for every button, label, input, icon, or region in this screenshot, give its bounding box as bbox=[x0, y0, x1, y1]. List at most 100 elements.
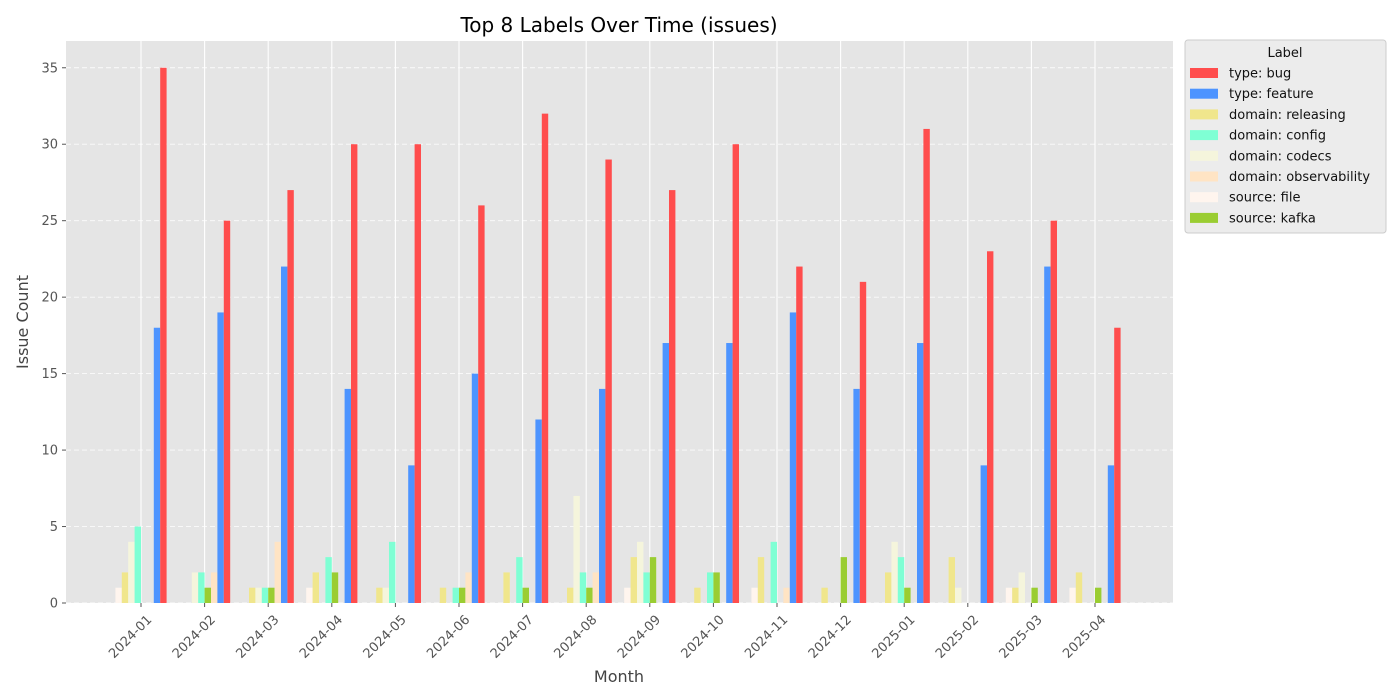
bar-domain-config-2024-08 bbox=[579, 572, 587, 603]
bar-type-bug-2025-01 bbox=[923, 128, 930, 603]
bar-source-kafka-2024-12 bbox=[840, 557, 847, 603]
bar-type-feature-2024-07 bbox=[535, 419, 542, 603]
bar-type-feature-2025-02 bbox=[980, 465, 987, 603]
legend-items: type: bug type: feature domain: releasing d… bbox=[1190, 67, 1370, 226]
bar-domain-releasing-2025-03 bbox=[1012, 587, 1019, 603]
bar-type-feature-2024-05 bbox=[408, 465, 415, 603]
x-tick-label-11: 2024-12 bbox=[806, 613, 855, 662]
bar-type-feature-2024-09 bbox=[662, 343, 669, 603]
bar-type-bug-2024-08 bbox=[605, 159, 612, 603]
bar-type-bug-2024-10 bbox=[732, 144, 739, 603]
bar-source-kafka-2024-06 bbox=[459, 587, 466, 603]
bar-source-kafka-2025-04 bbox=[1095, 587, 1102, 603]
x-axis: 2024-01 2024-02 2024-03 2024-04 2024-05 2024-… bbox=[106, 603, 1109, 662]
bar-source-file-2024-09 bbox=[624, 587, 631, 603]
bar-domain-config-2024-05 bbox=[389, 541, 396, 603]
x-tick-label-0: 2024-01 bbox=[106, 613, 155, 662]
bar-domain-releasing-2024-06 bbox=[439, 587, 447, 603]
bar-type-feature-2024-04 bbox=[344, 388, 351, 603]
legend-box bbox=[1184, 39, 1387, 234]
x-tick-label-1: 2024-02 bbox=[170, 613, 219, 662]
bar-domain-codecs-2024-01 bbox=[128, 541, 135, 603]
bar-domain-codecs-2024-09 bbox=[637, 541, 644, 603]
y-tick-label-1: 5 bbox=[50, 520, 58, 535]
bar-domain-config-2024-04 bbox=[325, 557, 332, 603]
legend-label-3: domain: config bbox=[1229, 129, 1326, 144]
bar-domain-observability-2024-06 bbox=[465, 572, 472, 603]
bar-type-bug-2024-03 bbox=[287, 190, 294, 603]
bar-type-feature-2025-03 bbox=[1044, 266, 1051, 603]
bar-type-feature-2024-08 bbox=[599, 388, 606, 603]
y-axis-label: Issue Count bbox=[13, 275, 32, 369]
bar-source-kafka-2024-10 bbox=[713, 572, 720, 603]
bar-source-kafka-2024-02 bbox=[204, 587, 211, 603]
legend-label-1: type: feature bbox=[1229, 87, 1314, 102]
bar-type-bug-2024-09 bbox=[669, 190, 676, 603]
x-tick-label-7: 2024-08 bbox=[551, 613, 600, 662]
y-tick-label-6: 30 bbox=[41, 138, 58, 153]
bar-type-feature-2024-12 bbox=[853, 388, 860, 603]
bar-domain-observability-2024-02 bbox=[211, 572, 218, 603]
bar-domain-config-2025-01 bbox=[897, 557, 905, 603]
bar-domain-config-2024-11 bbox=[770, 541, 777, 603]
bar-domain-releasing-2025-04 bbox=[1075, 572, 1083, 603]
bar-type-bug-2025-02 bbox=[987, 251, 994, 604]
bar-domain-releasing-2024-12 bbox=[821, 587, 828, 603]
bar-type-bug-2025-03 bbox=[1050, 220, 1057, 603]
bar-domain-releasing-2024-09 bbox=[630, 557, 637, 603]
bar-domain-releasing-2024-05 bbox=[376, 587, 383, 603]
x-tick-label-4: 2024-05 bbox=[361, 613, 410, 662]
bar-domain-config-2024-07 bbox=[516, 557, 523, 603]
bar-type-bug-2024-01 bbox=[160, 67, 167, 603]
bar-domain-config-2024-03 bbox=[261, 587, 269, 603]
legend-swatch-5 bbox=[1190, 171, 1218, 182]
bar-type-feature-2025-04 bbox=[1107, 465, 1115, 603]
bar-type-bug-2024-11 bbox=[796, 266, 803, 603]
bar-source-kafka-2024-03 bbox=[268, 587, 275, 603]
bar-type-feature-2024-03 bbox=[281, 266, 288, 603]
bar-domain-config-2024-06 bbox=[452, 587, 459, 603]
bar-source-kafka-2024-04 bbox=[331, 572, 339, 603]
bar-domain-codecs-2024-05 bbox=[382, 587, 389, 603]
grid-layer bbox=[66, 41, 1173, 604]
bar-source-kafka-2024-08 bbox=[586, 587, 593, 603]
legend-swatch-0 bbox=[1190, 68, 1218, 78]
bar-type-bug-2024-07 bbox=[541, 113, 549, 603]
bar-source-file-2024-04 bbox=[306, 587, 313, 603]
bar-domain-codecs-2024-02 bbox=[191, 572, 199, 603]
bar-domain-releasing-2024-11 bbox=[757, 557, 765, 603]
bar-type-bug-2024-06 bbox=[478, 205, 485, 603]
y-axis: 0 5 10 15 20 25 30 35 bbox=[41, 61, 66, 612]
y-tick-label-7: 35 bbox=[41, 61, 58, 76]
bar-domain-observability-2024-08 bbox=[592, 572, 599, 603]
legend-swatch-4 bbox=[1190, 150, 1218, 161]
bar-domain-config-2024-01 bbox=[134, 526, 141, 603]
bar-domain-config-2024-10 bbox=[707, 572, 714, 603]
bar-type-feature-2024-11 bbox=[789, 312, 797, 603]
y-tick-label-3: 15 bbox=[41, 367, 58, 382]
x-tick-label-6: 2024-07 bbox=[488, 613, 537, 662]
bar-type-bug-2025-04 bbox=[1114, 327, 1121, 603]
y-tick-label-2: 10 bbox=[41, 444, 58, 459]
bar-domain-releasing-2024-08 bbox=[567, 587, 574, 603]
bar-domain-releasing-2024-04 bbox=[312, 572, 319, 603]
bar-domain-codecs-2025-02 bbox=[955, 587, 962, 603]
bar-type-bug-2024-12 bbox=[859, 281, 867, 603]
bar-source-file-2024-11 bbox=[751, 587, 758, 603]
legend-label-7: source: kafka bbox=[1229, 211, 1316, 226]
bar-domain-releasing-2025-01 bbox=[885, 572, 892, 603]
x-tick-label-8: 2024-09 bbox=[615, 613, 664, 662]
x-tick-label-12: 2025-01 bbox=[869, 613, 918, 662]
bar-type-feature-2024-06 bbox=[471, 373, 479, 603]
legend-label-0: type: bug bbox=[1229, 67, 1291, 82]
bar-domain-observability-2024-11 bbox=[783, 587, 790, 603]
bar-source-kafka-2025-03 bbox=[1031, 587, 1038, 603]
y-tick-label-4: 20 bbox=[41, 291, 58, 306]
bar-type-feature-2025-01 bbox=[917, 343, 924, 603]
x-tick-label-2: 2024-03 bbox=[233, 613, 282, 662]
legend-label-2: domain: releasing bbox=[1229, 108, 1346, 123]
x-tick-label-10: 2024-11 bbox=[742, 613, 791, 662]
bar-type-bug-2024-02 bbox=[223, 220, 231, 603]
bar-type-feature-2024-01 bbox=[153, 327, 161, 603]
y-tick-label-0: 0 bbox=[50, 597, 58, 612]
